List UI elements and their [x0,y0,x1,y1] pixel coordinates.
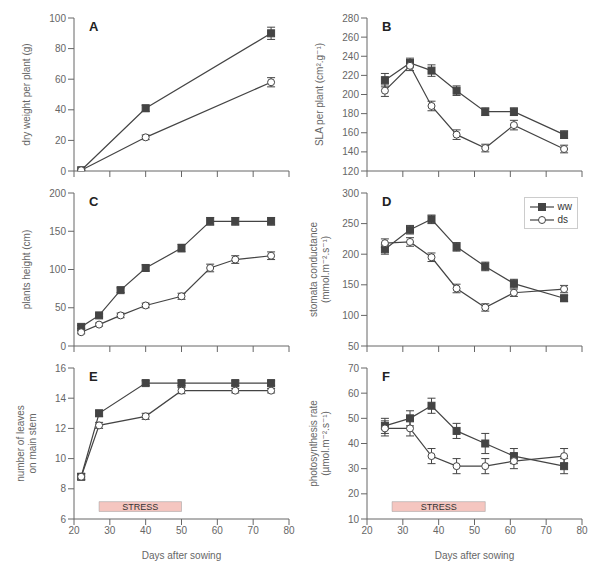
svg-text:Days after sowing: Days after sowing [142,550,221,561]
html-text:ds: ds [557,214,569,225]
svg-text:70: 70 [541,525,553,536]
svg-text:70: 70 [348,363,360,374]
svg-text:STRESS: STRESS [122,502,158,512]
svg-text:280: 280 [342,13,359,24]
svg-text:20: 20 [348,488,360,499]
svg-text:40: 40 [433,525,445,536]
svg-text:6: 6 [60,514,66,525]
svg-text:10: 10 [348,514,360,525]
svg-text:30: 30 [348,463,360,474]
svg-text:50: 50 [176,525,188,536]
svg-text:12: 12 [55,423,67,434]
svg-text:200: 200 [49,188,66,199]
svg-text:40: 40 [140,525,152,536]
html-text:F: F [382,369,390,384]
svg-text:14: 14 [55,393,67,404]
html-text:ww: ww [557,201,572,212]
svg-text:60: 60 [212,525,224,536]
svg-text:plants height (cm): plants height (cm) [21,230,32,309]
svg-text:220: 220 [342,70,359,81]
svg-text:number of leaveson main stem: number of leaveson main stem [15,405,38,482]
svg-text:60: 60 [55,74,67,85]
svg-text:50: 50 [348,413,360,424]
svg-text:160: 160 [342,127,359,138]
svg-text:250: 250 [342,218,359,229]
svg-text:STRESS: STRESS [421,502,457,512]
svg-text:200: 200 [342,249,359,260]
html-text:D: D [382,194,392,209]
html-text:E: E [89,369,98,384]
svg-text:0: 0 [60,341,66,352]
svg-text:150: 150 [342,279,359,290]
svg-text:30: 30 [397,525,409,536]
svg-text:16: 16 [55,363,67,374]
svg-text:40: 40 [55,104,67,115]
svg-text:120: 120 [342,166,359,177]
svg-text:dry weight per plant (g): dry weight per plant (g) [21,43,32,145]
html-text:A: A [89,19,99,34]
svg-text:20: 20 [68,525,80,536]
svg-text:70: 70 [248,525,260,536]
svg-text:80: 80 [576,525,588,536]
svg-text:60: 60 [348,388,360,399]
svg-text:200: 200 [342,89,359,100]
svg-text:50: 50 [469,525,481,536]
svg-text:100: 100 [49,264,66,275]
svg-text:260: 260 [342,32,359,43]
svg-text:140: 140 [342,146,359,157]
svg-text:50: 50 [55,302,67,313]
svg-text:20: 20 [361,525,373,536]
svg-text:60: 60 [505,525,517,536]
svg-text:100: 100 [49,13,66,24]
svg-text:20: 20 [55,135,67,146]
svg-text:300: 300 [342,188,359,199]
html-text:C: C [89,194,99,209]
svg-text:Days after sowing: Days after sowing [435,550,514,561]
svg-text:50: 50 [348,341,360,352]
svg-text:stomata conductance(mmol.m⁻².s: stomata conductance(mmol.m⁻².s⁻¹) [308,222,331,317]
svg-text:0: 0 [60,166,66,177]
svg-text:150: 150 [49,226,66,237]
svg-text:30: 30 [104,525,116,536]
svg-text:10: 10 [55,453,67,464]
svg-text:240: 240 [342,51,359,62]
svg-text:40: 40 [348,438,360,449]
svg-text:80: 80 [283,525,295,536]
svg-text:80: 80 [55,43,67,54]
svg-text:180: 180 [342,108,359,119]
html-text:B: B [382,19,392,34]
svg-text:photosynthesis rate(µmol.m⁻².s: photosynthesis rate(µmol.m⁻².s⁻¹) [308,400,331,487]
svg-text:SLA per plant (cm².g⁻¹): SLA per plant (cm².g⁻¹) [314,43,325,146]
svg-text:100: 100 [342,310,359,321]
svg-text:8: 8 [60,483,66,494]
